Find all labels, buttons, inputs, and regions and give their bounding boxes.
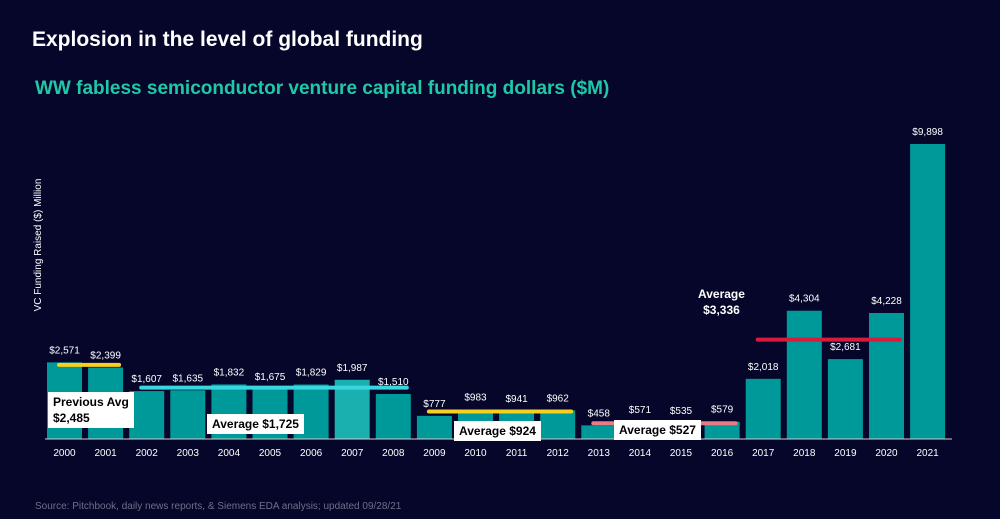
average-label-line2: $2,485 <box>53 411 90 425</box>
slide-title: Explosion in the level of global funding <box>32 28 423 51</box>
tick-label-2009: 2009 <box>423 448 446 459</box>
tick-label-2014: 2014 <box>629 448 652 459</box>
value-label-2015: $535 <box>670 406 693 417</box>
tick-label-2003: 2003 <box>177 448 200 459</box>
bar-2007 <box>334 379 370 439</box>
average-label-line1: Average $924 <box>459 424 536 438</box>
average-label-line1: Previous Avg <box>53 395 129 409</box>
value-label-2013: $458 <box>588 408 611 419</box>
value-label-2003: $1,635 <box>173 373 204 384</box>
value-label-2002: $1,607 <box>131 374 162 385</box>
bar-2012 <box>540 410 576 439</box>
y-axis-label: VC Funding Raised ($) Million <box>33 179 44 312</box>
bar-2020 <box>869 312 904 439</box>
tick-label-2008: 2008 <box>382 448 405 459</box>
chart-title: WW fabless semiconductor venture capital… <box>35 78 610 99</box>
value-label-2006: $1,829 <box>296 367 327 378</box>
tick-label-2006: 2006 <box>300 448 323 459</box>
value-label-2009: $777 <box>423 399 446 410</box>
bar-2009 <box>416 415 452 439</box>
tick-label-2012: 2012 <box>547 448 570 459</box>
bar-2002 <box>129 391 165 439</box>
average-label-line1: Average $527 <box>619 423 696 437</box>
average-label-1: Average $1,725 <box>207 414 304 434</box>
average-label-line1: Average $1,725 <box>212 417 299 431</box>
average-label-2: Average $924 <box>454 421 541 441</box>
tick-label-2016: 2016 <box>711 448 734 459</box>
bar-2021 <box>910 144 946 439</box>
average-label-4: Average $3,336 <box>698 286 745 318</box>
value-label-2008: $1,510 <box>378 377 409 388</box>
average-label-0: Previous Avg $2,485 <box>48 392 134 428</box>
tick-label-2018: 2018 <box>793 448 816 459</box>
tick-label-2020: 2020 <box>875 448 898 459</box>
tick-label-2001: 2001 <box>94 448 117 459</box>
value-label-2012: $962 <box>547 393 570 404</box>
bar-2017 <box>745 378 781 439</box>
tick-label-2011: 2011 <box>506 448 528 459</box>
tick-label-2019: 2019 <box>834 448 857 459</box>
tick-label-2015: 2015 <box>670 448 693 459</box>
value-label-2001: $2,399 <box>90 351 121 362</box>
value-label-2010: $983 <box>464 393 487 404</box>
average-label-3: Average $527 <box>614 420 701 440</box>
value-label-2018: $4,304 <box>789 294 820 305</box>
tick-label-2005: 2005 <box>259 448 282 459</box>
tick-label-2013: 2013 <box>588 448 611 459</box>
source-note: Source: Pitchbook, daily news reports, &… <box>35 501 402 512</box>
value-label-2019: $2,681 <box>830 342 861 353</box>
value-label-2014: $571 <box>629 405 652 416</box>
tick-label-2007: 2007 <box>341 448 364 459</box>
bar-2018 <box>786 310 822 439</box>
value-label-2011: $941 <box>505 394 528 405</box>
tick-label-2004: 2004 <box>218 448 241 459</box>
value-label-2017: $2,018 <box>748 362 779 373</box>
value-label-2000: $2,571 <box>49 345 80 356</box>
tick-label-2002: 2002 <box>136 448 159 459</box>
value-label-2004: $1,832 <box>214 367 245 378</box>
average-label-line1: Average <box>698 287 745 301</box>
tick-label-2021: 2021 <box>916 448 939 459</box>
value-label-2007: $1,987 <box>337 363 368 374</box>
bar-2008 <box>375 393 411 439</box>
bar-2003 <box>170 390 206 439</box>
value-label-2005: $1,675 <box>255 372 286 383</box>
tick-label-2000: 2000 <box>53 448 76 459</box>
bar-2019 <box>827 359 863 439</box>
tick-label-2017: 2017 <box>752 448 775 459</box>
bar-2013 <box>581 425 617 439</box>
bar-2016 <box>704 421 740 439</box>
value-label-2020: $4,228 <box>871 296 902 307</box>
value-label-2021: $9,898 <box>912 127 943 138</box>
value-label-2016: $579 <box>711 405 734 416</box>
average-label-line2: $3,336 <box>703 303 740 317</box>
tick-label-2010: 2010 <box>464 448 487 459</box>
